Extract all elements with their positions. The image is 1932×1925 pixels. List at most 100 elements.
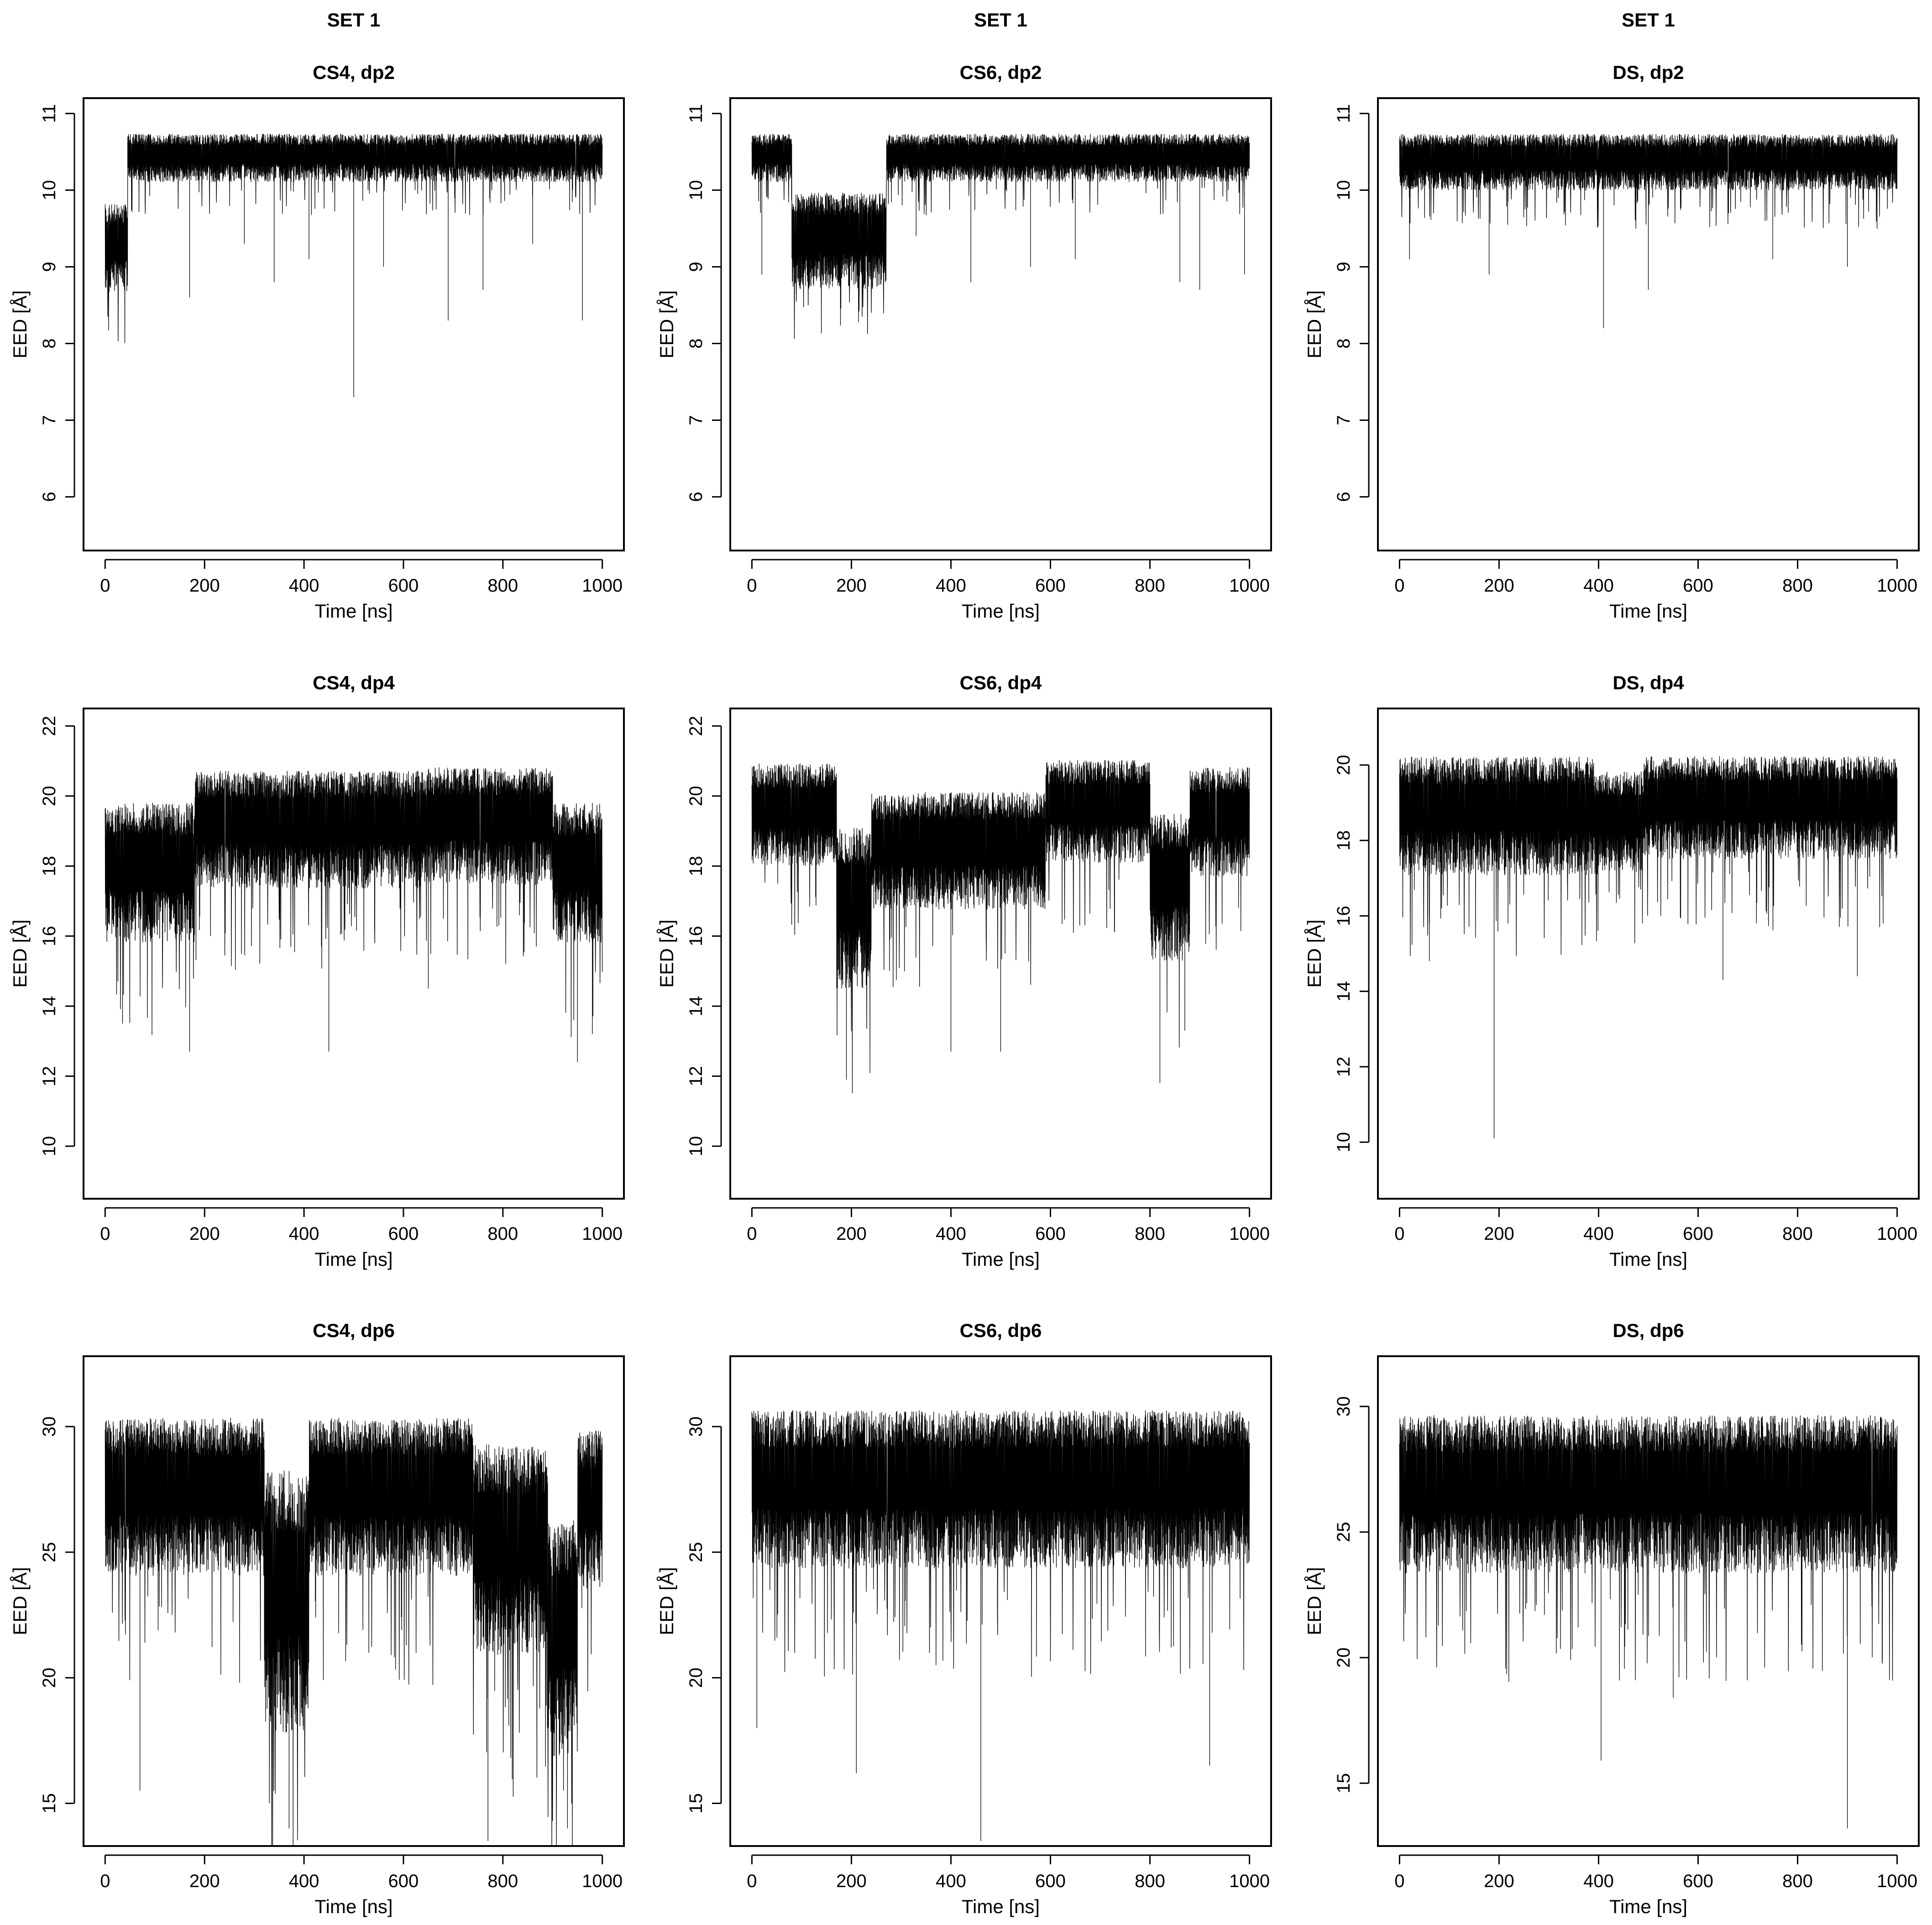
series-line: [751, 1410, 1250, 1841]
x-tick-label: 400: [1583, 1224, 1614, 1244]
y-tick-label: 16: [686, 926, 706, 946]
panel-3: SET 1 DS, dp2 0 200 400 600 800 1000 Time [ns] 6 7…: [1304, 9, 1920, 622]
y-tick-label: 14: [39, 996, 59, 1017]
plot-frame: [1377, 1355, 1920, 1847]
y-axis: 10 12 14 16 18 20 22: [686, 716, 722, 1156]
set-label: SET 1: [1622, 9, 1675, 31]
x-axis-label: Time [ns]: [962, 600, 1040, 622]
x-tick-label: 600: [1683, 1871, 1713, 1891]
x-tick-label: 200: [189, 1871, 220, 1891]
x-axis: 0 200 400 600 800 1000: [747, 559, 1270, 596]
y-tick-label: 16: [1334, 906, 1354, 926]
x-tick-label: 0: [100, 576, 110, 596]
y-tick-label: 25: [39, 1542, 59, 1563]
x-tick-label: 1000: [582, 576, 623, 596]
plot-frame: [729, 97, 1272, 551]
panel-title: DS, dp6: [1613, 1320, 1684, 1341]
y-axis: 15 20 25 30: [39, 1416, 75, 1814]
x-tick-label: 0: [100, 1224, 110, 1244]
x-tick-label: 1000: [1877, 1871, 1917, 1891]
y-axis: 15 20 25 30: [686, 1416, 722, 1814]
x-tick-label: 800: [1782, 1224, 1813, 1244]
x-tick-label: 200: [1484, 1224, 1514, 1244]
x-tick-label: 1000: [1229, 1224, 1270, 1244]
y-tick-label: 9: [1334, 262, 1354, 272]
panel-5: CS6, dp4 0 200 400 600 800 1000 Time [ns] 10 12 14…: [656, 672, 1272, 1270]
x-axis: 0 200 400 600 800 1000: [100, 1854, 623, 1891]
x-tick-label: 0: [747, 1224, 757, 1244]
y-tick-label: 25: [686, 1542, 706, 1563]
x-axis-label: Time [ns]: [1609, 600, 1687, 622]
x-axis-label: Time [ns]: [1609, 1248, 1687, 1270]
series-line: [751, 760, 1250, 1093]
x-tick-label: 400: [1583, 576, 1614, 596]
x-tick-label: 0: [100, 1871, 110, 1891]
y-axis-label: EED [Å]: [9, 919, 31, 987]
x-axis: 0 200 400 600 800 1000: [100, 559, 623, 596]
y-tick-label: 25: [1334, 1522, 1354, 1542]
x-tick-label: 800: [1135, 1871, 1165, 1891]
y-axis-label: EED [Å]: [656, 919, 677, 987]
y-tick-label: 11: [686, 104, 706, 123]
x-axis-label: Time [ns]: [314, 600, 393, 622]
x-tick-label: 0: [1394, 576, 1404, 596]
y-tick-label: 30: [686, 1416, 706, 1437]
y-tick-label: 8: [686, 338, 706, 348]
plot-frame: [83, 97, 625, 551]
panel-title: CS4, dp4: [313, 672, 395, 693]
y-axis: 6 7 8 9 10 11: [1334, 104, 1370, 502]
y-tick-label: 20: [686, 1668, 706, 1688]
y-axis: 10 12 14 16 18 20 22: [39, 716, 75, 1156]
x-axis-label: Time [ns]: [962, 1248, 1040, 1270]
y-tick-label: 12: [39, 1066, 59, 1086]
x-tick-label: 1000: [1229, 576, 1270, 596]
series-line: [1399, 1415, 1898, 1829]
x-tick-label: 400: [936, 1224, 966, 1244]
y-tick-label: 7: [1334, 415, 1354, 425]
x-tick-label: 400: [936, 576, 966, 596]
series-line: [105, 134, 603, 398]
x-tick-label: 600: [388, 576, 419, 596]
x-axis-label: Time [ns]: [1609, 1896, 1687, 1917]
y-tick-label: 9: [39, 262, 59, 272]
panel-1: SET 1 CS4, dp2 0 200 400 600 800 1000 Time [ns] 6…: [9, 9, 625, 622]
y-tick-label: 11: [39, 104, 59, 123]
y-tick-label: 14: [686, 996, 706, 1017]
panel-7: CS4, dp6 0 200 400 600 800 1000 Time [ns] 15 20 25…: [9, 1320, 625, 1917]
y-tick-label: 22: [39, 716, 59, 736]
y-tick-label: 15: [1334, 1773, 1354, 1794]
x-tick-label: 600: [1683, 1224, 1713, 1244]
x-tick-label: 1000: [1877, 1224, 1917, 1244]
x-tick-label: 800: [1782, 1871, 1813, 1891]
y-axis-label: EED [Å]: [656, 290, 677, 358]
y-axis: 6 7 8 9 10 11: [686, 104, 722, 502]
y-tick-label: 10: [1334, 180, 1354, 200]
x-axis: 0 200 400 600 800 1000: [1394, 1207, 1917, 1244]
y-tick-label: 15: [686, 1793, 706, 1814]
x-tick-label: 0: [747, 1871, 757, 1891]
x-tick-label: 0: [1394, 1871, 1404, 1891]
y-tick-label: 8: [1334, 338, 1354, 348]
x-axis-label: Time [ns]: [314, 1896, 393, 1917]
x-axis-label: Time [ns]: [314, 1248, 393, 1270]
y-tick-label: 12: [1334, 1057, 1354, 1077]
x-axis: 0 200 400 600 800 1000: [1394, 1854, 1917, 1891]
y-tick-label: 22: [686, 716, 706, 736]
x-tick-label: 1000: [582, 1224, 623, 1244]
x-tick-label: 600: [388, 1871, 419, 1891]
y-tick-label: 15: [39, 1793, 59, 1814]
y-tick-label: 18: [1334, 830, 1354, 851]
x-tick-label: 400: [1583, 1871, 1614, 1891]
y-tick-label: 30: [39, 1416, 59, 1437]
panel-9: DS, dp6 0 200 400 600 800 1000 Time [ns] 15 20 25 3…: [1304, 1320, 1920, 1917]
series-line: [1399, 756, 1898, 1138]
x-tick-label: 600: [1035, 1224, 1066, 1244]
plot-frame: [729, 708, 1272, 1200]
set-label: SET 1: [327, 9, 381, 31]
plot-frame: [1377, 708, 1920, 1200]
y-tick-label: 10: [39, 180, 59, 200]
y-tick-label: 10: [1334, 1132, 1354, 1153]
x-tick-label: 200: [836, 1871, 867, 1891]
panel-8: CS6, dp6 0 200 400 600 800 1000 Time [ns] 15 20 25…: [656, 1320, 1272, 1917]
